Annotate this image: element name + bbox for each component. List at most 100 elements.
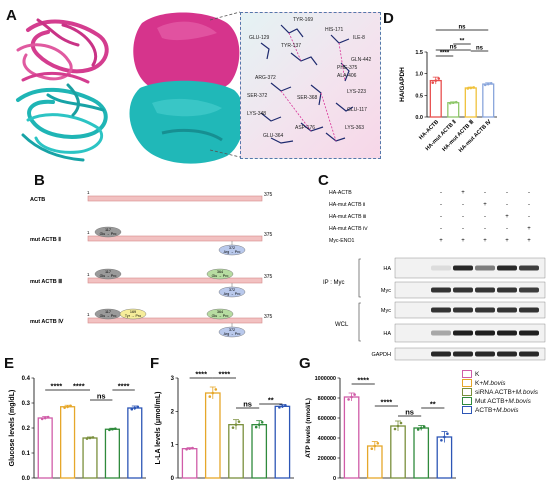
residue-label: GLU-364	[263, 133, 284, 139]
blot-label: HA	[383, 331, 391, 337]
mutation-change: Glu → Pro	[100, 274, 117, 278]
data-point	[373, 444, 377, 448]
blot-label: Myc	[381, 308, 391, 314]
data-point	[472, 86, 476, 89]
residue-label: ARG-372	[255, 75, 276, 81]
residue-label: TYR-137	[281, 43, 302, 49]
y-tick-label: 0.3	[22, 401, 31, 407]
condition-sign: +	[461, 190, 465, 196]
data-point	[416, 428, 420, 431]
y-tick-label: 0.2	[22, 426, 31, 432]
blot-label: Myc	[381, 288, 391, 294]
data-point	[443, 435, 446, 439]
blot-band	[431, 287, 451, 293]
data-point	[454, 100, 458, 104]
mutation-ellipse	[218, 244, 246, 256]
condition-sign: +	[483, 238, 487, 244]
significance-label: **	[460, 39, 465, 45]
y-tick-label: 0.0	[415, 115, 423, 121]
data-point	[440, 439, 443, 442]
bar-end-label: 375	[264, 274, 273, 280]
blot-band	[519, 330, 539, 336]
bar	[228, 424, 244, 479]
residue-labels: TYR-169 HIS-171 ILE-8 GLU-129 TYR-137 GL…	[241, 13, 380, 158]
bar	[436, 436, 453, 479]
mutation-position: 372	[229, 288, 235, 292]
zoom-guide-lines	[209, 11, 241, 158]
data-point	[114, 427, 117, 430]
mutation-ellipse	[218, 326, 246, 338]
bar	[60, 406, 76, 479]
blot-band	[497, 330, 517, 336]
y-tick-label: 600000	[318, 416, 336, 422]
condition-sign: +	[527, 238, 531, 244]
data-point	[448, 101, 452, 105]
protein-ribbon-structure	[16, 18, 109, 162]
condition-sign: +	[439, 238, 443, 244]
protein-bar	[87, 277, 263, 284]
condition-sign: -	[484, 190, 486, 196]
condition-sign: -	[484, 226, 486, 232]
blot-label: GAPDH	[371, 352, 391, 358]
bar	[429, 79, 442, 118]
bar-start-label: 1	[87, 190, 90, 195]
bar-start-label: 1	[87, 230, 90, 235]
data-point	[66, 405, 69, 409]
blot-band	[475, 265, 495, 271]
row-label: ACTB	[30, 197, 45, 203]
condition-sign: -	[528, 202, 530, 208]
condition-sign: -	[506, 202, 508, 208]
data-point	[46, 415, 50, 419]
mutation-position: 372	[229, 246, 235, 250]
y-tick-label: 800000	[318, 396, 336, 402]
bar-end-label: 375	[264, 232, 273, 238]
significance-label: ns	[450, 45, 458, 51]
residue-label: HIS-171	[325, 27, 344, 33]
data-point	[231, 426, 235, 429]
bar	[366, 445, 383, 479]
condition-sign: +	[505, 238, 509, 244]
data-point	[393, 427, 397, 431]
panel-label-a: A	[6, 7, 17, 24]
bar	[82, 437, 98, 479]
data-point	[419, 426, 423, 430]
blot-band	[431, 265, 451, 271]
data-point	[237, 420, 241, 423]
legend-label-italic: M.bovis	[496, 407, 519, 414]
mutation-change: Arg → Pro	[224, 292, 241, 296]
legend-label-italic: M.bovis	[508, 398, 531, 405]
blot-band	[519, 287, 539, 293]
legend-item: Mut ACTB+M.bovis	[462, 397, 538, 406]
blot-band	[453, 287, 473, 293]
bar	[343, 396, 360, 479]
condition-sign: -	[528, 214, 530, 220]
bar	[181, 448, 198, 479]
western-blot: HA-ACTB - + - - - HA-mut ACTB Ⅱ - - + - - HA-mut ACT…	[323, 190, 546, 361]
y-tick-label: 1000000	[315, 376, 336, 382]
condition-sign: +	[527, 226, 531, 232]
y-tick-label: 1.5	[415, 50, 423, 56]
y-tick-label: 0	[333, 476, 336, 482]
bar	[390, 425, 406, 479]
protein-bar	[87, 235, 263, 242]
chart-f: 0 1 2 3 L-LA levels (μmol/mL) **** **** ns **	[155, 370, 294, 482]
wcl-bracket	[358, 302, 361, 342]
blot-label: HA	[383, 266, 391, 272]
legend-item: siRNA ACTB+M.bovis	[462, 388, 538, 397]
x-tick-label: HA-mut ACTB Ⅲ	[441, 118, 476, 153]
bar	[104, 428, 120, 479]
x-tick-label: HA-mut ACTB Ⅱ	[424, 118, 458, 152]
data-point	[278, 406, 281, 409]
blot-band	[475, 307, 495, 313]
mutation-ellipse	[206, 268, 234, 280]
mutation-change: Glu → Pro	[212, 314, 229, 318]
legend-label: K	[475, 371, 480, 378]
mutation-change: Glu → Pro	[212, 274, 229, 278]
data-point	[136, 405, 140, 409]
significance-label: **	[268, 396, 274, 405]
y-axis-label: ATP levels (nmol/L)	[305, 398, 312, 458]
legend-item: K	[462, 370, 538, 379]
data-point	[486, 82, 490, 86]
residue-label: GLN-442	[351, 57, 372, 63]
panel-label-b: B	[34, 172, 45, 189]
